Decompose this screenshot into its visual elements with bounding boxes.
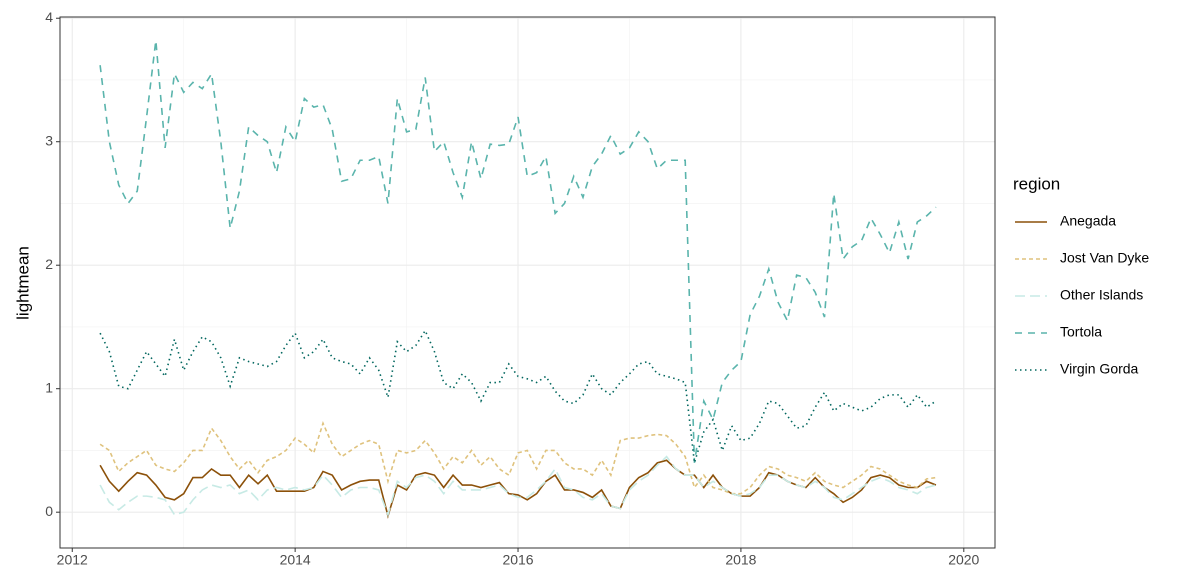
legend-label: Virgin Gorda <box>1060 361 1139 377</box>
legend-label: Tortola <box>1060 324 1102 340</box>
x-tick-label: 2020 <box>948 552 979 568</box>
legend-title: region <box>1013 174 1060 193</box>
x-tick-label: 2016 <box>502 552 533 568</box>
series-line <box>99 328 937 464</box>
series-line <box>99 421 937 495</box>
x-tick-label: 2012 <box>57 552 88 568</box>
y-tick-label: 1 <box>45 379 53 395</box>
legend-label: Anegada <box>1060 213 1116 229</box>
plot-border <box>59 16 996 549</box>
y-tick-label: 4 <box>45 9 53 25</box>
y-tick-label: 0 <box>45 503 53 519</box>
x-tick-label: 2018 <box>725 552 756 568</box>
x-tick-label: 2014 <box>280 552 311 568</box>
legend-label: Jost Van Dyke <box>1060 250 1149 266</box>
y-axis-title: lightmean <box>13 246 32 320</box>
series-line <box>99 455 937 518</box>
y-tick-label: 3 <box>45 132 53 148</box>
y-tick-label: 2 <box>45 256 53 272</box>
legend-label: Other Islands <box>1060 287 1143 303</box>
series-line <box>99 40 937 463</box>
